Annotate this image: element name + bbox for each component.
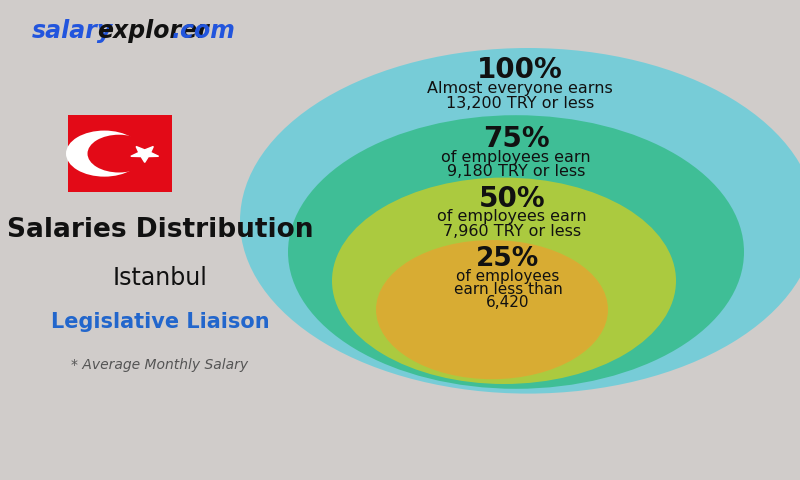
Text: 25%: 25%: [476, 246, 540, 272]
Circle shape: [376, 240, 608, 379]
Text: explorer: explorer: [98, 19, 210, 43]
Text: 100%: 100%: [477, 56, 563, 84]
Text: 9,180 TRY or less: 9,180 TRY or less: [447, 164, 585, 180]
Text: Salaries Distribution: Salaries Distribution: [6, 217, 314, 243]
Text: Legislative Liaison: Legislative Liaison: [50, 312, 270, 332]
Text: .com: .com: [172, 19, 236, 43]
Text: of employees earn: of employees earn: [441, 150, 591, 165]
Circle shape: [240, 48, 800, 394]
Text: of employees earn: of employees earn: [437, 209, 587, 225]
Text: salary: salary: [32, 19, 114, 43]
Text: of employees: of employees: [456, 268, 560, 284]
Text: earn less than: earn less than: [454, 282, 562, 297]
FancyBboxPatch shape: [68, 115, 172, 192]
Text: 13,200 TRY or less: 13,200 TRY or less: [446, 96, 594, 111]
Circle shape: [332, 178, 676, 384]
Polygon shape: [131, 146, 158, 162]
Text: * Average Monthly Salary: * Average Monthly Salary: [71, 358, 249, 372]
Text: 6,420: 6,420: [486, 295, 530, 311]
Text: 50%: 50%: [478, 185, 546, 213]
Text: Istanbul: Istanbul: [113, 266, 207, 290]
Circle shape: [66, 131, 143, 177]
Circle shape: [288, 115, 744, 389]
Text: 75%: 75%: [482, 125, 550, 153]
Text: 7,960 TRY or less: 7,960 TRY or less: [443, 224, 581, 239]
Text: Almost everyone earns: Almost everyone earns: [427, 81, 613, 96]
Circle shape: [87, 135, 150, 172]
